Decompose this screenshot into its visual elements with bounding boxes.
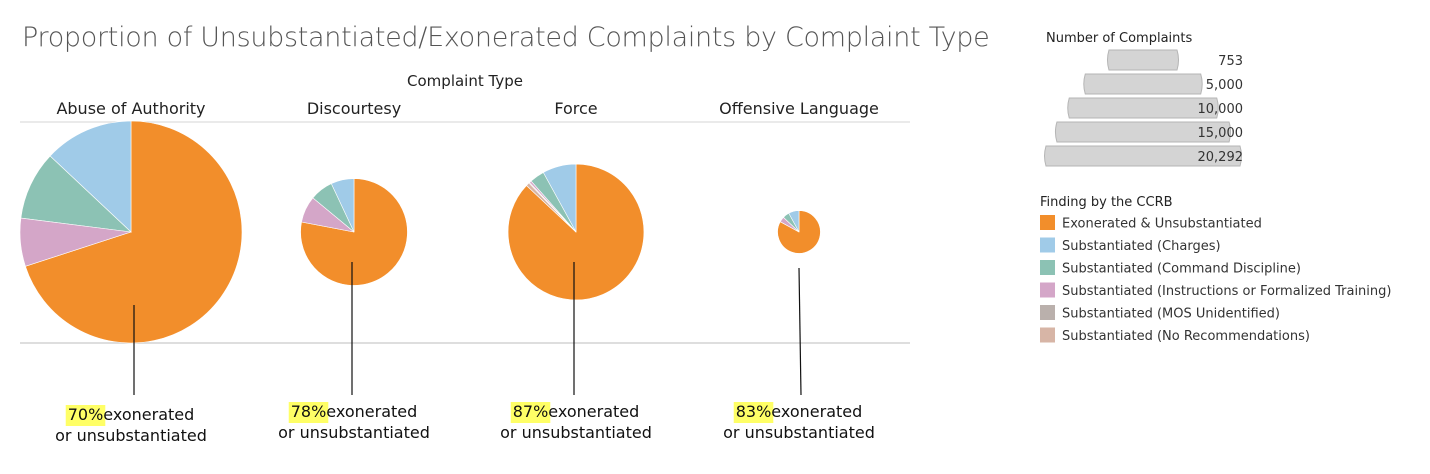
size-legend-title: Number of Complaints xyxy=(1046,31,1192,46)
column-title-force: Force xyxy=(554,99,597,118)
size-legend-shape xyxy=(1044,145,1242,167)
slice-charges xyxy=(49,120,132,233)
slice-no-recommendations xyxy=(526,182,577,233)
slice-instructions xyxy=(301,197,355,233)
size-legend-row: 753 xyxy=(1106,49,1243,71)
size-legend-label: 15,000 xyxy=(1198,126,1244,141)
annotation-percent: 78% xyxy=(291,402,327,421)
color-legend-item: Substantiated (Instructions or Formalize… xyxy=(1040,282,1391,299)
column-header: Complaint Type xyxy=(407,72,523,90)
color-legend-label: Substantiated (Instructions or Formalize… xyxy=(1062,284,1391,299)
color-legend-swatch xyxy=(1040,305,1055,320)
size-legend-row: 15,000 xyxy=(1054,121,1244,143)
annotation-label-line2: or unsubstantiated xyxy=(278,423,430,442)
annotation-highlight xyxy=(510,402,551,423)
annotation-label: exonerated xyxy=(771,402,862,421)
column-title-offensive: Offensive Language xyxy=(719,99,879,118)
pie-force xyxy=(507,163,645,301)
size-legend-row: 20,292 xyxy=(1044,145,1244,167)
size-legend: 753 5,000 10,000 15,000 20,292 xyxy=(1044,49,1244,167)
color-legend-swatch xyxy=(1040,215,1055,230)
annotation-label-line2: or unsubstantiated xyxy=(55,426,207,445)
size-legend-shape xyxy=(1054,121,1232,143)
slice-exonerated-unsubstantiated xyxy=(25,120,243,344)
annotation-percent: 83% xyxy=(736,402,772,421)
annotation-percent: 70% xyxy=(68,405,104,424)
color-legend-label: Exonerated & Unsubstantiated xyxy=(1062,217,1262,232)
color-legend-item: Substantiated (Command Discipline) xyxy=(1040,260,1301,277)
color-legend-label: Substantiated (Charges) xyxy=(1062,239,1221,254)
color-legend-item: Exonerated & Unsubstantiated xyxy=(1040,215,1262,232)
color-legend-item: Substantiated (No Recommendations) xyxy=(1040,327,1310,344)
slice-exonerated-unsubstantiated xyxy=(777,210,821,254)
size-legend-row: 10,000 xyxy=(1067,97,1244,119)
annotation-label: exonerated xyxy=(103,405,194,424)
annotation-leader-line xyxy=(798,267,802,396)
pies-layer xyxy=(19,120,821,344)
color-legend-label: Substantiated (No Recommendations) xyxy=(1062,329,1310,344)
annotation-label: exonerated xyxy=(548,402,639,421)
annotation-highlight xyxy=(65,405,106,426)
slice-instructions xyxy=(19,217,132,267)
pie-abuse-of-authority xyxy=(19,120,243,344)
annotation-label-line2: or unsubstantiated xyxy=(723,423,875,442)
color-legend-label: Substantiated (Command Discipline) xyxy=(1062,262,1301,277)
size-legend-shape xyxy=(1067,97,1219,119)
color-legend-item: Substantiated (Charges) xyxy=(1040,237,1221,254)
color-legend-item: Substantiated (MOS Unidentified) xyxy=(1040,305,1280,322)
size-legend-shape xyxy=(1106,49,1180,71)
color-legend-swatch xyxy=(1040,327,1055,343)
color-legend-label: Substantiated (MOS Unidentified) xyxy=(1062,307,1280,322)
column-title-discourtesy: Discourtesy xyxy=(307,99,401,118)
size-legend-label: 10,000 xyxy=(1198,102,1244,117)
column-title-abuse: Abuse of Authority xyxy=(56,99,205,118)
color-legend-swatch xyxy=(1040,237,1055,253)
annotation-highlight xyxy=(733,402,774,423)
annotation-label: exonerated xyxy=(326,402,417,421)
pie-discourtesy xyxy=(300,178,408,286)
annotation-highlight xyxy=(288,402,329,423)
size-legend-label: 753 xyxy=(1218,54,1243,69)
chart-title: Proportion of Unsubstantiated/Exonerated… xyxy=(22,22,989,53)
color-legend-swatch xyxy=(1040,260,1055,275)
pie-offensive-language xyxy=(777,210,821,254)
size-legend-row: 5,000 xyxy=(1083,73,1243,95)
size-legend-label: 20,292 xyxy=(1198,150,1244,165)
column-titles: Abuse of Authority Discourtesy Force Off… xyxy=(56,99,878,118)
slice-instructions xyxy=(779,216,800,233)
color-legend: Exonerated & Unsubstantiated Substantiate… xyxy=(1040,215,1391,344)
color-legend-swatch xyxy=(1040,282,1055,298)
size-legend-label: 5,000 xyxy=(1206,78,1243,93)
annotation-percent: 87% xyxy=(513,402,549,421)
annotation-label-line2: or unsubstantiated xyxy=(500,423,652,442)
annotations-layer: 70% exonerated or unsubstantiated 78% exon… xyxy=(55,262,875,445)
color-legend-title: Finding by the CCRB xyxy=(1040,195,1173,210)
size-legend-shape xyxy=(1083,73,1203,95)
